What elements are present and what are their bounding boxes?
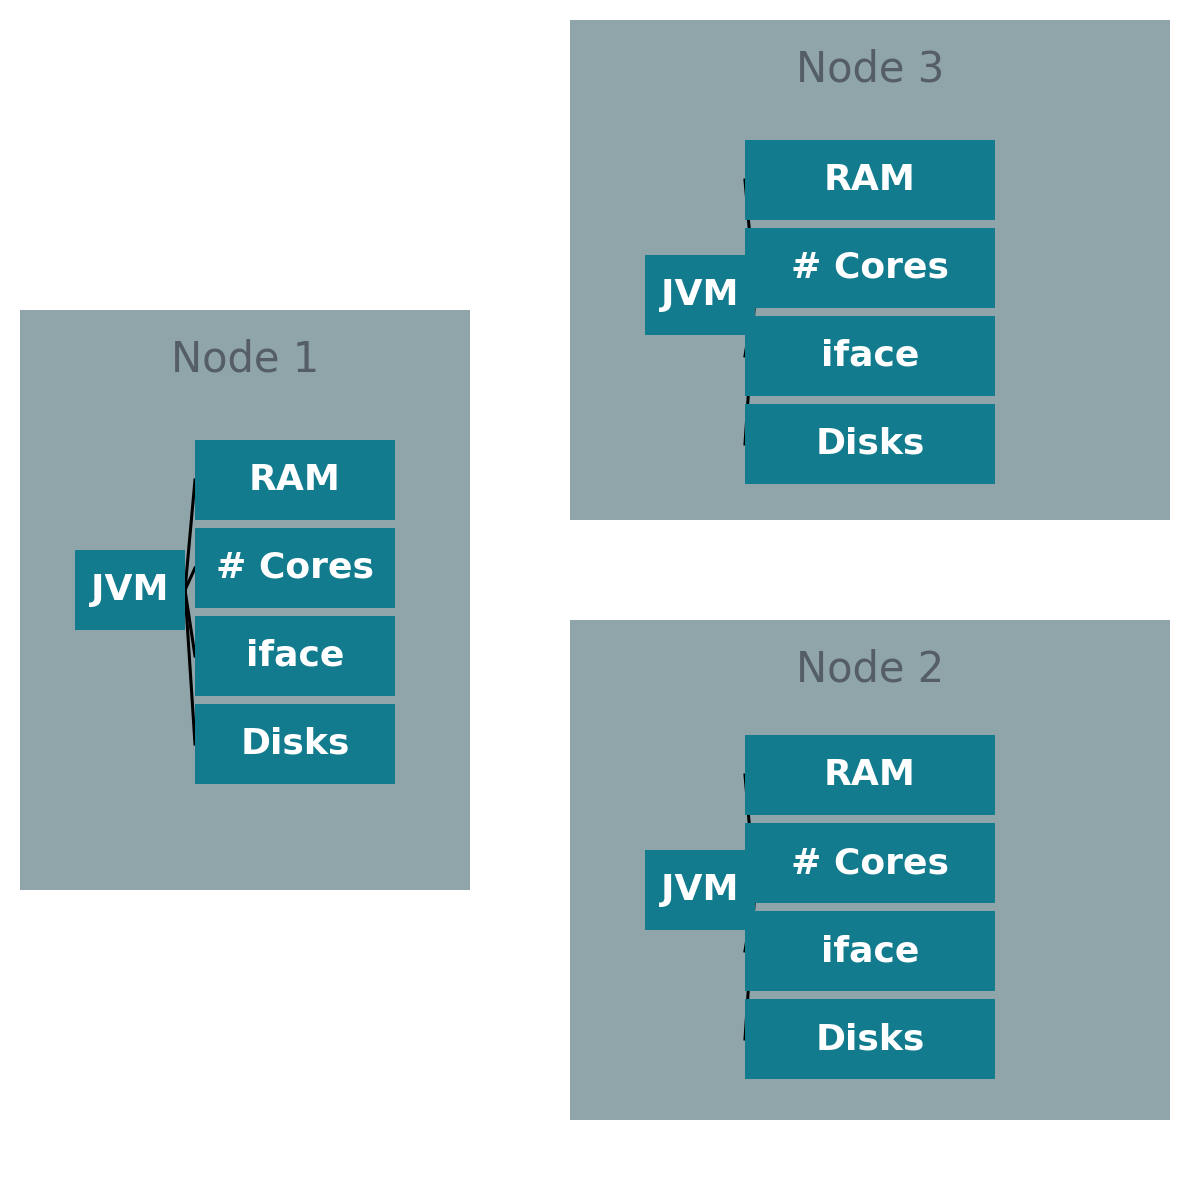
FancyBboxPatch shape <box>745 735 995 815</box>
Text: iface: iface <box>246 639 344 673</box>
Text: iface: iface <box>821 339 919 373</box>
FancyBboxPatch shape <box>646 850 755 930</box>
Text: JVM: JVM <box>661 278 739 312</box>
FancyBboxPatch shape <box>745 227 995 308</box>
Text: Node 1: Node 1 <box>170 339 319 381</box>
Text: Disks: Disks <box>815 427 925 461</box>
FancyBboxPatch shape <box>194 616 395 695</box>
Text: JVM: JVM <box>661 873 739 907</box>
FancyBboxPatch shape <box>745 405 995 484</box>
Text: # Cores: # Cores <box>216 551 374 585</box>
Text: Disks: Disks <box>240 727 349 761</box>
FancyBboxPatch shape <box>570 620 1170 1120</box>
FancyBboxPatch shape <box>194 704 395 784</box>
Text: JVM: JVM <box>91 573 169 607</box>
FancyBboxPatch shape <box>745 140 995 220</box>
FancyBboxPatch shape <box>20 310 470 891</box>
FancyBboxPatch shape <box>745 316 995 396</box>
FancyBboxPatch shape <box>646 255 755 335</box>
Text: # Cores: # Cores <box>791 846 949 880</box>
FancyBboxPatch shape <box>74 549 185 630</box>
FancyBboxPatch shape <box>745 824 995 903</box>
FancyBboxPatch shape <box>570 20 1170 519</box>
Text: iface: iface <box>821 934 919 968</box>
Text: Node 3: Node 3 <box>796 49 944 91</box>
FancyBboxPatch shape <box>194 440 395 519</box>
Text: Node 2: Node 2 <box>796 649 944 691</box>
Text: # Cores: # Cores <box>791 251 949 285</box>
FancyBboxPatch shape <box>745 911 995 991</box>
FancyBboxPatch shape <box>194 528 395 608</box>
FancyBboxPatch shape <box>745 999 995 1078</box>
Text: RAM: RAM <box>250 463 341 497</box>
Text: RAM: RAM <box>824 163 916 198</box>
Text: RAM: RAM <box>824 758 916 792</box>
Text: Disks: Disks <box>815 1022 925 1056</box>
